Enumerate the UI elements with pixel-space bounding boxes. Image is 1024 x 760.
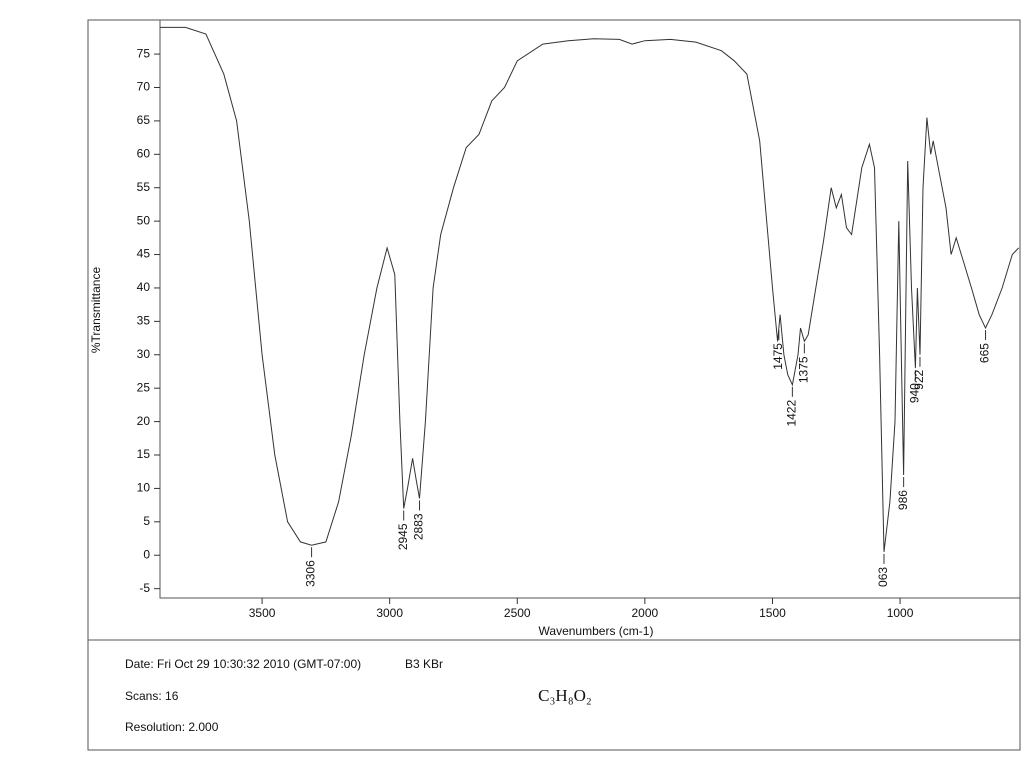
y-tick-label: 50 bbox=[137, 213, 151, 227]
peak-label: 922 bbox=[912, 369, 926, 389]
y-tick-label: -5 bbox=[139, 581, 150, 595]
plot-frame bbox=[159, 19, 1021, 599]
y-tick-label: 10 bbox=[137, 481, 151, 495]
peak-label: 063 bbox=[876, 567, 890, 587]
y-tick-label: 20 bbox=[137, 414, 151, 428]
peak-label: 940 bbox=[908, 383, 922, 403]
y-tick-label: 35 bbox=[137, 314, 151, 328]
peak-label: 665 bbox=[978, 343, 992, 363]
footer-date: Date: Fri Oct 29 10:30:32 2010 (GMT-07:0… bbox=[125, 657, 361, 671]
x-tick-label: 3000 bbox=[376, 606, 403, 620]
x-axis-label: Wavenumbers (cm-1) bbox=[539, 624, 654, 638]
y-tick-label: 65 bbox=[137, 113, 151, 127]
y-tick-label: 40 bbox=[137, 280, 151, 294]
y-tick-label: 30 bbox=[137, 347, 151, 361]
y-tick-label: 0 bbox=[143, 547, 150, 561]
peak-label: 1422 bbox=[785, 400, 799, 427]
peak-label: 1375 bbox=[797, 356, 811, 383]
peak-label: 2945 bbox=[396, 523, 410, 550]
y-tick-label: 5 bbox=[143, 514, 150, 528]
peak-label: 2883 bbox=[412, 513, 426, 540]
x-tick-label: 2500 bbox=[504, 606, 531, 620]
footer-resolution: Resolution: 2.000 bbox=[125, 720, 219, 734]
footer-sample: B3 KBr bbox=[405, 657, 443, 671]
y-tick-label: 55 bbox=[137, 180, 151, 194]
y-tick-label: 75 bbox=[137, 46, 151, 60]
y-axis-label: %Transmittance bbox=[89, 267, 103, 354]
peak-label: 3306 bbox=[304, 560, 318, 587]
peak-label: 986 bbox=[896, 490, 910, 510]
x-tick-label: 2000 bbox=[632, 606, 659, 620]
x-tick-label: 3500 bbox=[249, 606, 276, 620]
spectrum-line bbox=[160, 26, 1020, 552]
x-tick-label: 1500 bbox=[759, 606, 786, 620]
y-tick-label: 25 bbox=[137, 380, 151, 394]
y-tick-label: 70 bbox=[137, 80, 151, 94]
x-tick-label: 1000 bbox=[887, 606, 914, 620]
peak-label: 1475 bbox=[771, 343, 785, 370]
footer-scans: Scans: 16 bbox=[125, 689, 179, 703]
y-tick-label: 45 bbox=[137, 247, 151, 261]
footer-formula: C₃H₈O₂ bbox=[538, 686, 592, 705]
y-tick-label: 15 bbox=[137, 447, 151, 461]
y-tick-label: 60 bbox=[137, 146, 151, 160]
